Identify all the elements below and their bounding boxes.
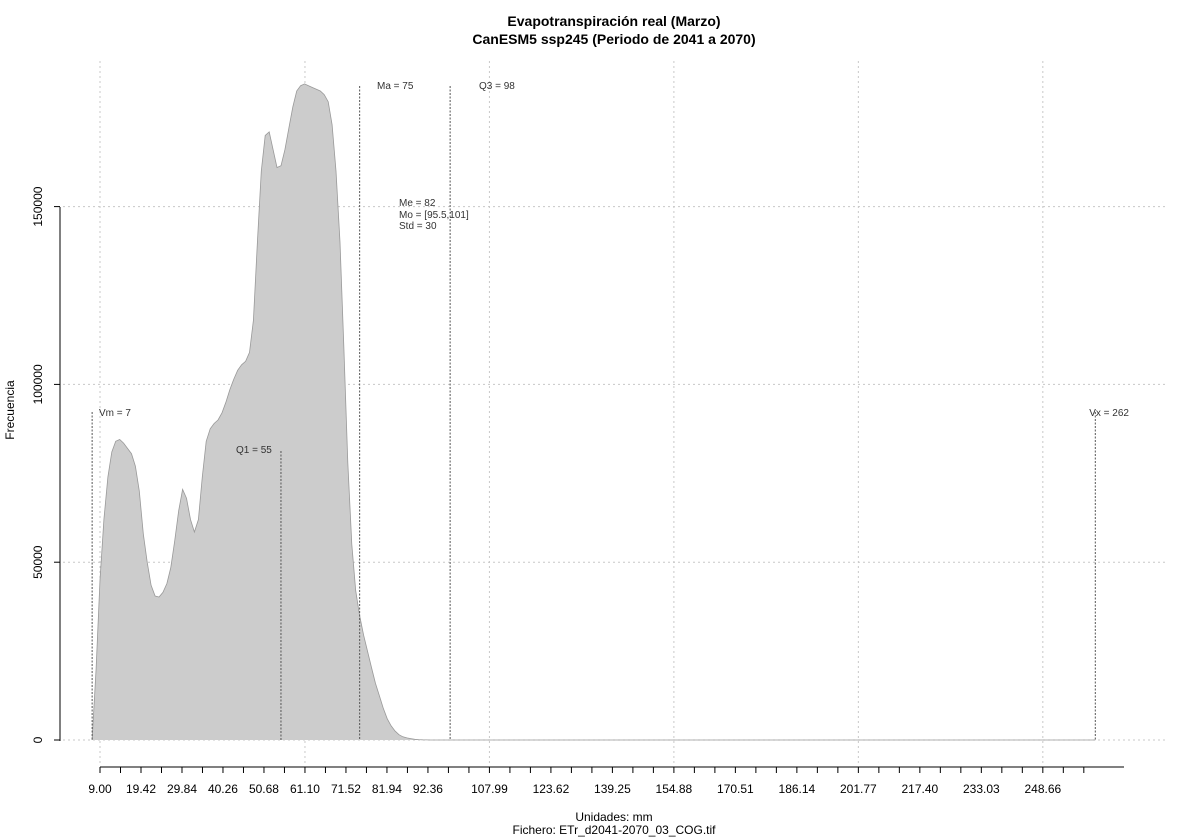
y-tick-label: 0: [31, 736, 45, 743]
x-tick-label: 40.26: [208, 782, 238, 796]
y-tick-label: 100000: [31, 364, 45, 404]
stat-mode: Mo = [95.5,101]: [399, 210, 469, 221]
chart-subtitle: CanESM5 ssp245 (Periodo de 2041 a 2070): [472, 31, 755, 47]
x-tick-label: 29.84: [167, 782, 197, 796]
stat-label: Vm = 7: [99, 408, 131, 419]
stat-label: Ma = 75: [377, 81, 414, 92]
x-tick-label: 233.03: [963, 782, 1000, 796]
footer-filename: Fichero: ETr_d2041-2070_03_COG.tif: [513, 823, 717, 837]
chart-title: Evapotranspiración real (Marzo): [507, 13, 720, 29]
x-tick-label: 154.88: [656, 782, 693, 796]
density-outline: [91, 83, 1096, 741]
x-tick-label: 50.68: [249, 782, 279, 796]
x-tick-label: 248.66: [1024, 782, 1061, 796]
stat-label: Vx = 262: [1089, 408, 1129, 419]
x-tick-label: 217.40: [901, 782, 938, 796]
stat-label: Q3 = 98: [479, 81, 515, 92]
x-tick-label: 123.62: [533, 782, 570, 796]
stat-mean: Me = 82: [399, 198, 436, 209]
x-axis-label: Unidades: mm: [575, 810, 652, 824]
stat-labels: Vm = 7 Q1 = 55 Ma = 75 Q3 = 98 Vx = 262: [99, 81, 1129, 456]
x-tick-label: 107.99: [471, 782, 508, 796]
stat-label: Q1 = 55: [236, 445, 272, 456]
density-area: [91, 83, 1096, 741]
stat-std: Std = 30: [399, 221, 437, 232]
x-tick-label: 81.94: [372, 782, 402, 796]
y-tick-label: 150000: [31, 186, 45, 226]
x-tick-label: 186.14: [779, 782, 816, 796]
y-axis-label: Frecuencia: [3, 380, 17, 440]
x-tick-label: 9.00: [88, 782, 112, 796]
x-tick-label: 61.10: [290, 782, 320, 796]
stats-box: Me = 82 Mo = [95.5,101] Std = 30: [399, 198, 469, 232]
y-tick-label: 50000: [31, 545, 45, 579]
x-axis: 9.00 19.42 29.84 40.26 50.68 61.10 71.52 81.94 9…: [88, 766, 1124, 796]
x-tick-label: 19.42: [126, 782, 156, 796]
stat-lines: [91, 86, 1096, 740]
x-tick-label: 201.77: [840, 782, 877, 796]
x-tick-label: 71.52: [331, 782, 361, 796]
x-tick-label: 139.25: [594, 782, 631, 796]
density-fill: [92, 83, 1096, 740]
y-axis: 0 50000 100000 150000: [31, 186, 61, 743]
x-tick-label: 170.51: [717, 782, 754, 796]
x-tick-label: 92.36: [413, 782, 443, 796]
